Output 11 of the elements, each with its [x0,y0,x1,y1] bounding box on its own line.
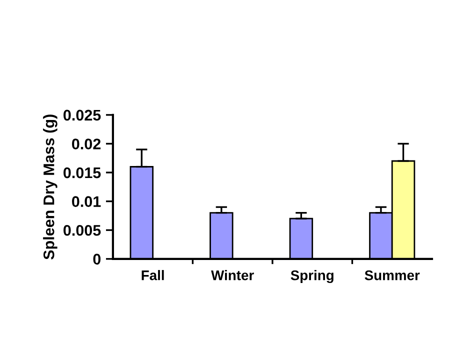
y-tick-label: 0.01 [72,196,101,207]
y-tick-label: 0.005 [64,224,101,236]
x-tick-label: Summer [364,270,420,280]
y-tick-label: 0 [93,254,101,265]
y-tick-label: 0.02 [72,138,101,150]
y-tick-label: 0.015 [64,167,101,178]
y-tick-label: 0.025 [64,110,101,121]
x-tick-label: Winter [211,270,254,280]
y-axis-title: Spleen Dry Mass (g) [43,114,58,260]
x-tick-label: Fall [142,270,164,280]
x-tick-label: Spring [290,270,334,284]
